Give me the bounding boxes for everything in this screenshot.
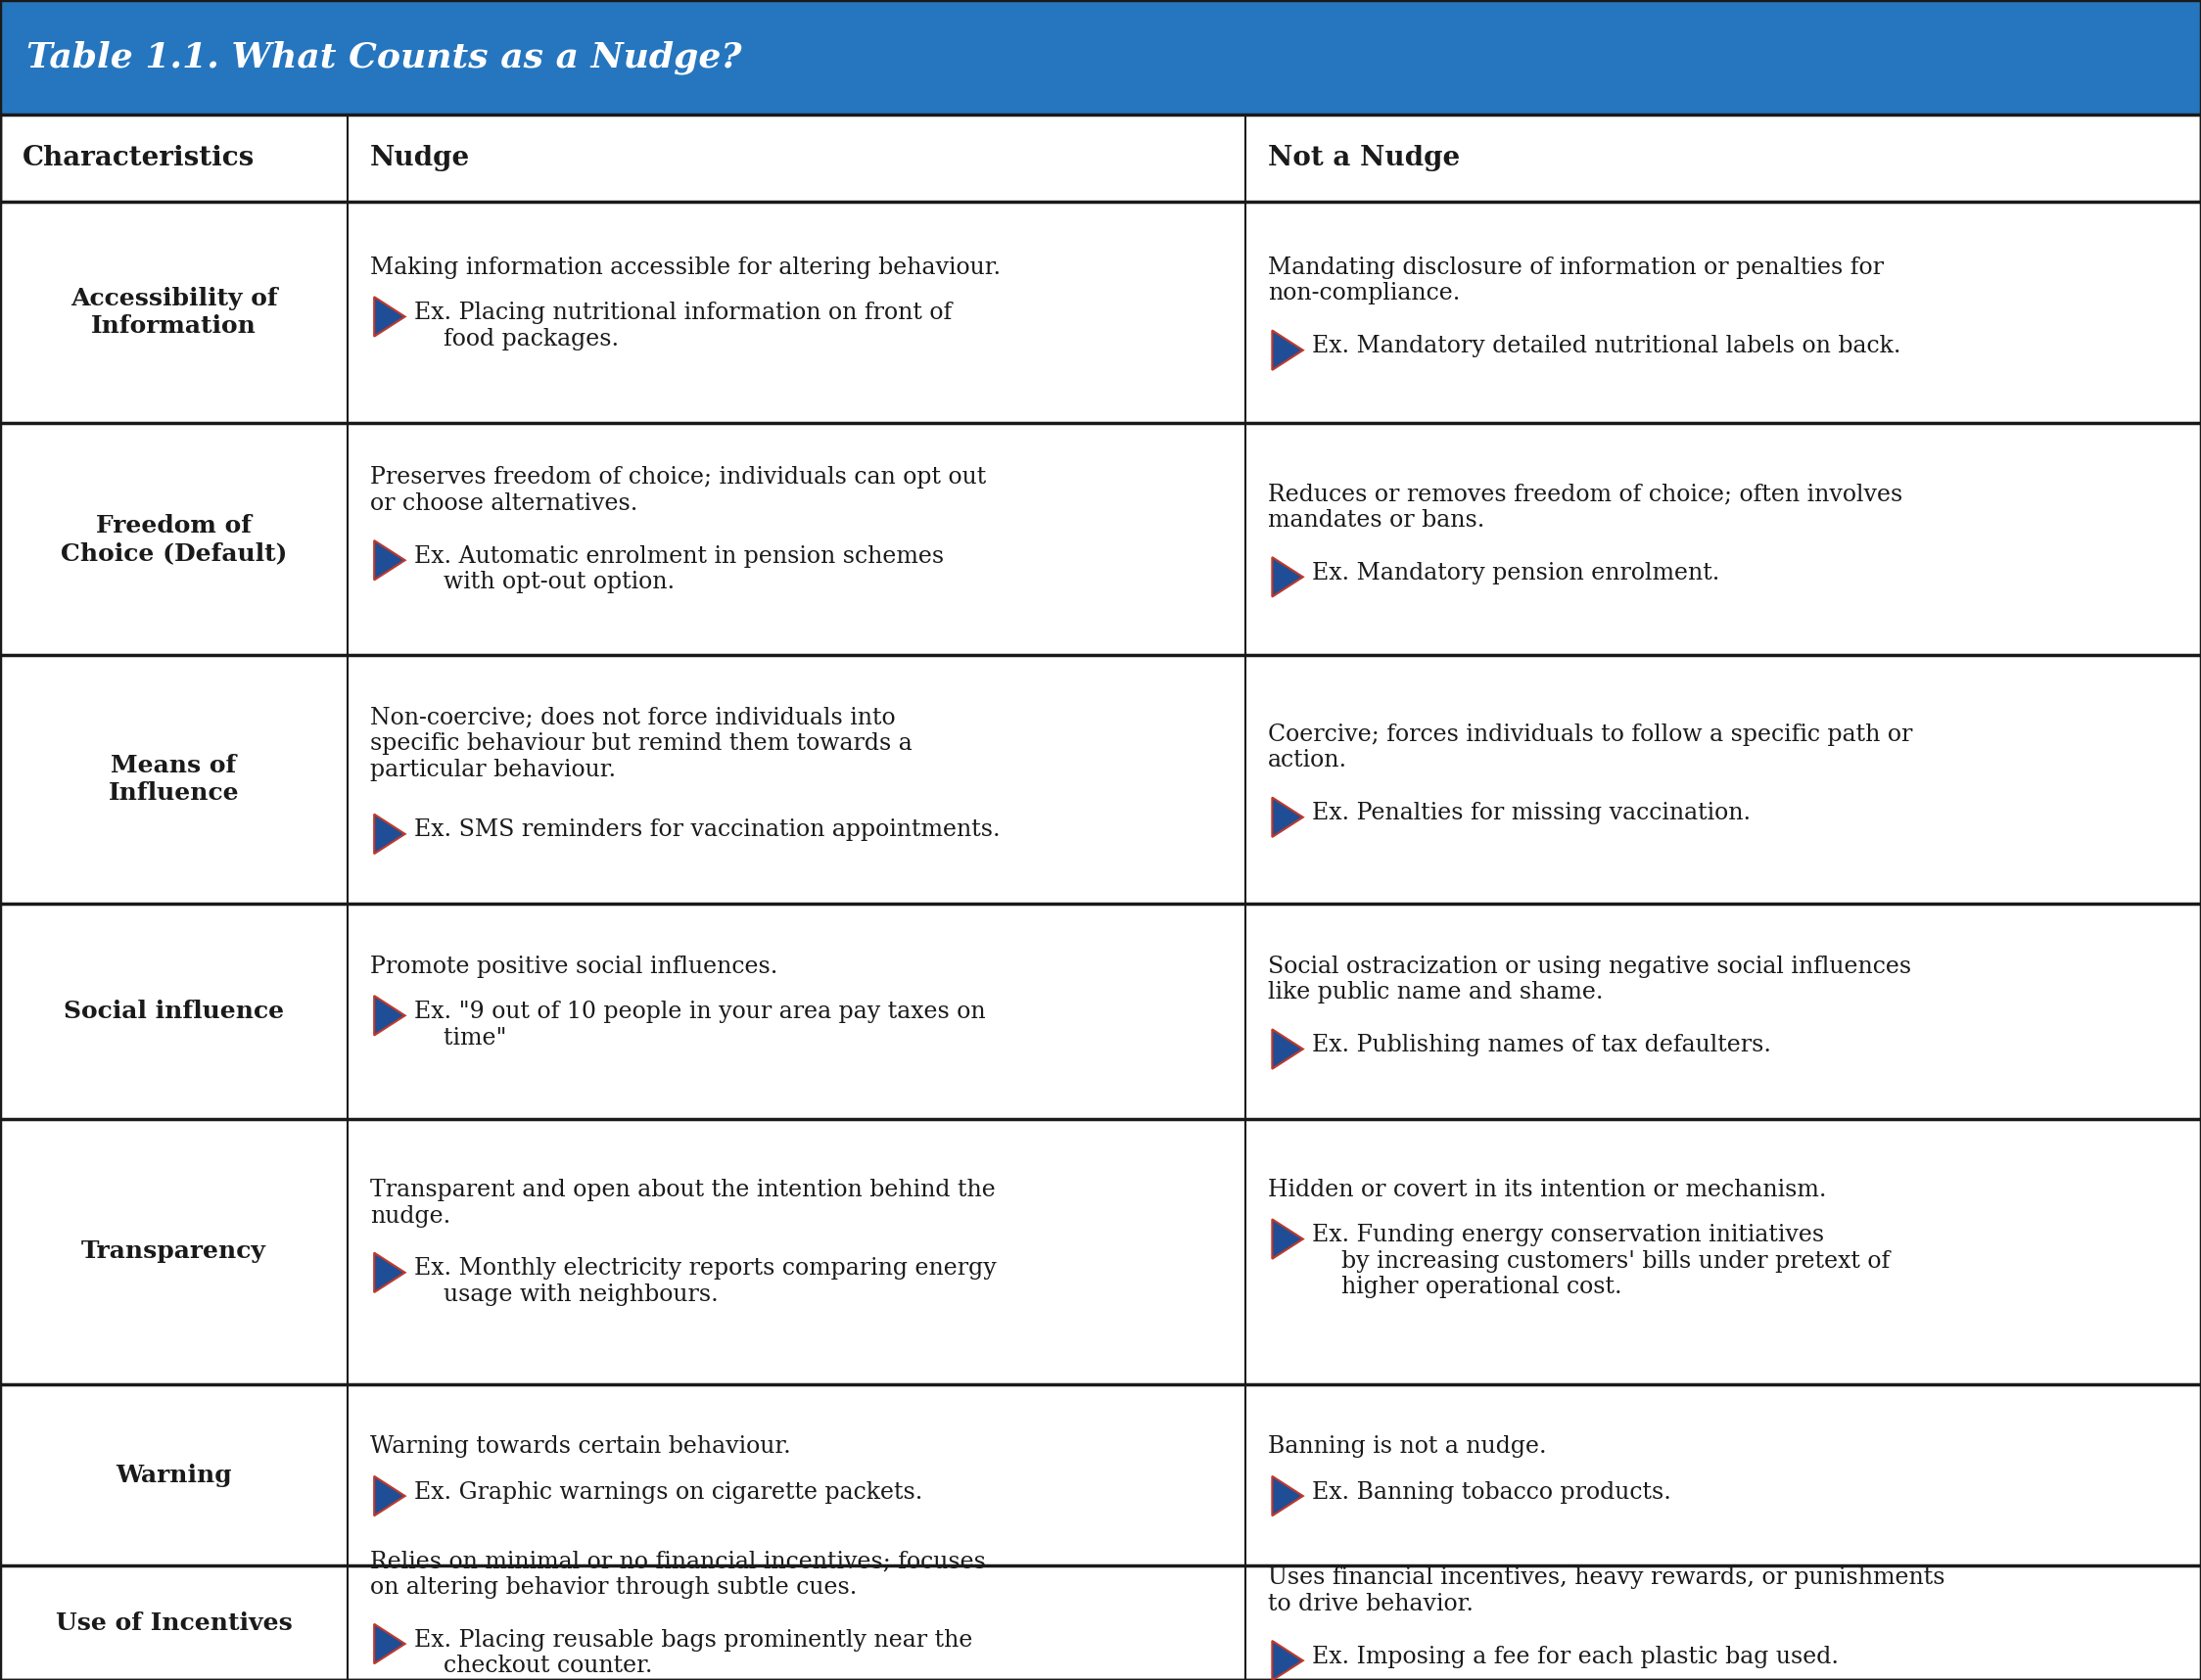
Text: Not a Nudge: Not a Nudge — [1268, 144, 1459, 171]
Bar — [0, 1119, 2201, 1384]
Polygon shape — [1272, 1477, 1303, 1515]
Bar — [0, 655, 2201, 904]
Polygon shape — [374, 541, 405, 580]
Text: Freedom of
Choice (Default): Freedom of Choice (Default) — [62, 514, 286, 564]
Polygon shape — [374, 297, 405, 336]
Text: Nudge: Nudge — [370, 144, 469, 171]
Text: Ex. Publishing names of tax defaulters.: Ex. Publishing names of tax defaulters. — [1312, 1033, 1772, 1057]
Text: Promote positive social influences.: Promote positive social influences. — [370, 956, 777, 978]
Text: Social influence: Social influence — [64, 1000, 284, 1023]
Text: Mandating disclosure of information or penalties for
non-compliance.: Mandating disclosure of information or p… — [1268, 257, 1884, 304]
Text: Relies on minimal or no financial incentives; focuses
on altering behavior throu: Relies on minimal or no financial incent… — [370, 1551, 986, 1599]
Bar — [0, 114, 2201, 202]
Polygon shape — [374, 815, 405, 853]
Text: Ex. Banning tobacco products.: Ex. Banning tobacco products. — [1312, 1480, 1671, 1504]
Text: Banning is not a nudge.: Banning is not a nudge. — [1268, 1436, 1547, 1458]
Bar — [0, 202, 2201, 423]
Polygon shape — [374, 1477, 405, 1515]
Bar — [0, 1566, 2201, 1680]
Text: Accessibility of
Information: Accessibility of Information — [70, 287, 277, 338]
Bar — [0, 1384, 2201, 1566]
Text: Table 1.1. What Counts as a Nudge?: Table 1.1. What Counts as a Nudge? — [26, 40, 742, 74]
Text: Means of
Influence: Means of Influence — [108, 754, 240, 805]
Text: Ex. Funding energy conservation initiatives
    by increasing customers' bills u: Ex. Funding energy conservation initiati… — [1312, 1225, 1891, 1299]
Polygon shape — [1272, 1220, 1303, 1258]
Polygon shape — [374, 1625, 405, 1663]
Text: Reduces or removes freedom of choice; often involves
mandates or bans.: Reduces or removes freedom of choice; of… — [1268, 484, 1902, 531]
Polygon shape — [1272, 558, 1303, 596]
Polygon shape — [374, 1253, 405, 1292]
Text: Preserves freedom of choice; individuals can opt out
or choose alternatives.: Preserves freedom of choice; individuals… — [370, 467, 986, 516]
Text: Ex. Imposing a fee for each plastic bag used.: Ex. Imposing a fee for each plastic bag … — [1312, 1645, 1838, 1668]
Polygon shape — [1272, 798, 1303, 837]
Text: Characteristics: Characteristics — [22, 144, 255, 171]
Polygon shape — [1272, 1641, 1303, 1680]
Text: Ex. Mandatory pension enrolment.: Ex. Mandatory pension enrolment. — [1312, 561, 1719, 585]
Text: Ex. Penalties for missing vaccination.: Ex. Penalties for missing vaccination. — [1312, 801, 1750, 825]
Text: Use of Incentives: Use of Incentives — [55, 1611, 293, 1635]
Text: Uses financial incentives, heavy rewards, or punishments
to drive behavior.: Uses financial incentives, heavy rewards… — [1268, 1567, 1946, 1614]
Text: Ex. Graphic warnings on cigarette packets.: Ex. Graphic warnings on cigarette packet… — [414, 1480, 922, 1504]
Bar — [0, 0, 2201, 114]
Text: Ex. "9 out of 10 people in your area pay taxes on
    time": Ex. "9 out of 10 people in your area pay… — [414, 1001, 986, 1048]
Text: Ex. Placing nutritional information on front of
    food packages.: Ex. Placing nutritional information on f… — [414, 302, 951, 349]
Text: Non-coercive; does not force individuals into
specific behaviour but remind them: Non-coercive; does not force individuals… — [370, 707, 911, 781]
Text: Ex. Mandatory detailed nutritional labels on back.: Ex. Mandatory detailed nutritional label… — [1312, 334, 1902, 358]
Text: Warning towards certain behaviour.: Warning towards certain behaviour. — [370, 1436, 790, 1458]
Text: Warning: Warning — [117, 1463, 231, 1487]
Text: Hidden or covert in its intention or mechanism.: Hidden or covert in its intention or mec… — [1268, 1179, 1827, 1201]
Polygon shape — [374, 996, 405, 1035]
Text: Ex. SMS reminders for vaccination appointments.: Ex. SMS reminders for vaccination appoin… — [414, 818, 999, 842]
Text: Making information accessible for altering behaviour.: Making information accessible for alteri… — [370, 257, 1001, 279]
Text: Ex. Monthly electricity reports comparing energy
    usage with neighbours.: Ex. Monthly electricity reports comparin… — [414, 1257, 997, 1305]
Text: Transparent and open about the intention behind the
nudge.: Transparent and open about the intention… — [370, 1179, 995, 1228]
Bar — [0, 904, 2201, 1119]
Text: Coercive; forces individuals to follow a specific path or
action.: Coercive; forces individuals to follow a… — [1268, 724, 1913, 771]
Text: Ex. Automatic enrolment in pension schemes
    with opt-out option.: Ex. Automatic enrolment in pension schem… — [414, 544, 944, 593]
Text: Social ostracization or using negative social influences
like public name and sh: Social ostracization or using negative s… — [1268, 956, 1910, 1003]
Text: Ex. Placing reusable bags prominently near the
    checkout counter.: Ex. Placing reusable bags prominently ne… — [414, 1628, 973, 1677]
Bar — [0, 423, 2201, 655]
Text: Transparency: Transparency — [81, 1240, 266, 1263]
Polygon shape — [1272, 331, 1303, 370]
Polygon shape — [1272, 1030, 1303, 1068]
